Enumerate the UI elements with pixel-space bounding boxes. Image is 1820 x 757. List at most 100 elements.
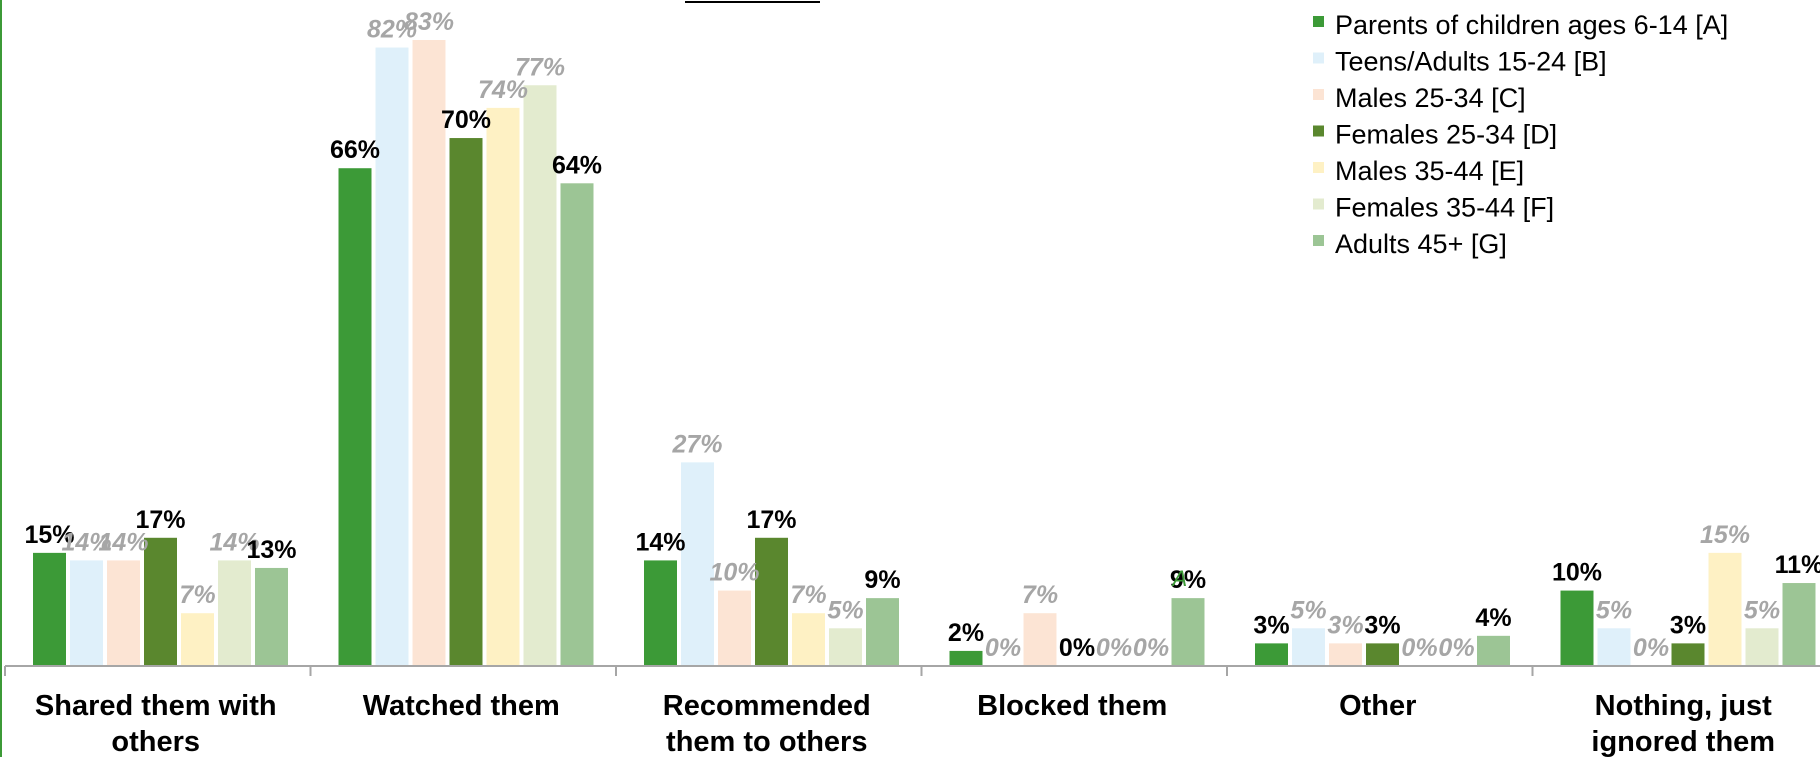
- legend-label-2: Teens/Adults 15-24 [B]: [1335, 47, 1607, 77]
- bar-series-3-cat-5: [1329, 643, 1362, 666]
- value-label-series-1-cat-5: 3%: [1253, 611, 1289, 639]
- bar-series-1-cat-2: [338, 168, 372, 667]
- bar-series-2-cat-3: [681, 462, 714, 666]
- value-label-series-4-cat-5: 3%: [1364, 611, 1400, 639]
- legend-swatch-3: [1313, 89, 1324, 100]
- value-label-series-1-cat-4: 2%: [948, 619, 984, 647]
- bar-series-6-cat-1: [218, 560, 251, 666]
- category-label-6-line-2: ignored them: [1591, 726, 1775, 757]
- legend-swatch-7: [1313, 235, 1324, 246]
- value-label-series-5-cat-2: 74%: [478, 76, 528, 104]
- value-label-series-6-cat-4: 0%: [1133, 634, 1169, 662]
- value-label-series-7-cat-6: 11%: [1775, 551, 1820, 579]
- category-label-1-line-1: Shared them with: [35, 690, 277, 722]
- bar-series-2-cat-5: [1292, 628, 1325, 666]
- bar-series-1-cat-6: [1560, 590, 1594, 666]
- bar-series-7-cat-3: [866, 598, 899, 666]
- category-label-3-line-2: them to others: [666, 726, 867, 757]
- bar-series-3-cat-1: [107, 560, 140, 666]
- value-label-series-5-cat-6: 15%: [1700, 521, 1750, 549]
- value-label-series-2-cat-3: 27%: [671, 430, 722, 458]
- legend-label-5: Males 35-44 [E]: [1335, 156, 1524, 186]
- bar-series-5-cat-6: [1708, 552, 1742, 666]
- legend-label-6: Females 35-44 [F]: [1335, 193, 1554, 223]
- category-label-2-line-1: Watched them: [363, 690, 560, 722]
- value-label-series-4-cat-6: 3%: [1670, 611, 1706, 639]
- value-label-series-5-cat-3: 7%: [790, 581, 826, 609]
- value-label-series-7-cat-1: 13%: [246, 536, 296, 564]
- bar-series-1-cat-5: [1255, 643, 1288, 666]
- value-label-series-7-cat-4: 9%: [1170, 566, 1206, 594]
- legend-swatch-4: [1313, 125, 1324, 137]
- value-label-series-1-cat-6: 10%: [1552, 559, 1602, 587]
- bar-series-4-cat-1: [144, 537, 177, 666]
- bar-series-2-cat-2: [375, 47, 409, 666]
- bar-series-6-cat-3: [829, 628, 862, 666]
- value-label-series-7-cat-5: 4%: [1475, 604, 1511, 632]
- value-label-series-4-cat-1: 17%: [135, 506, 185, 534]
- category-label-1-line-2: others: [111, 726, 200, 757]
- value-label-series-4-cat-3: 17%: [746, 506, 796, 534]
- bar-series-2-cat-1: [70, 560, 103, 666]
- value-label-series-2-cat-2: 82%: [367, 16, 417, 44]
- value-label-series-7-cat-3: 9%: [864, 566, 900, 594]
- bar-series-7-cat-1: [255, 567, 288, 666]
- bar-series-5-cat-1: [181, 613, 214, 666]
- value-label-series-5-cat-4: 0%: [1096, 634, 1132, 662]
- legend-swatch-1: [1313, 16, 1324, 27]
- value-label-series-1-cat-2: 66%: [330, 136, 380, 164]
- value-label-series-6-cat-5: 0%: [1438, 634, 1474, 662]
- value-label-series-2-cat-4: 0%: [985, 634, 1021, 662]
- bar-series-7-cat-5: [1477, 635, 1510, 666]
- legend-swatch-5: [1313, 162, 1324, 173]
- bar-series-6-cat-6: [1745, 628, 1779, 666]
- value-label-series-4-cat-2: 70%: [441, 106, 491, 134]
- significance-mark-1: A: [1171, 566, 1188, 591]
- legend-swatch-2: [1313, 52, 1324, 64]
- legend-label-4: Females 25-34 [D]: [1335, 120, 1557, 150]
- bar-series-7-cat-6: [1782, 583, 1816, 666]
- bar-series-6-cat-2: [523, 85, 557, 667]
- bar-series-4-cat-5: [1366, 643, 1399, 666]
- value-label-series-6-cat-3: 5%: [827, 596, 863, 624]
- bar-series-3-cat-4: [1023, 613, 1057, 666]
- category-label-6-line-1: Nothing, just: [1595, 690, 1773, 722]
- legend: Parents of children ages 6-14 [A] Teens/A…: [1313, 10, 1728, 259]
- bar-series-5-cat-3: [792, 613, 825, 666]
- value-label-series-3-cat-1: 14%: [98, 528, 148, 556]
- value-label-series-3-cat-3: 10%: [709, 559, 759, 587]
- bars-layer: [33, 40, 1816, 667]
- value-label-series-6-cat-2: 77%: [515, 53, 565, 81]
- value-label-series-3-cat-6: 0%: [1633, 634, 1669, 662]
- category-label-4-line-1: Blocked them: [977, 690, 1167, 722]
- legend-label-7: Adults 45+ [G]: [1335, 229, 1507, 259]
- value-label-series-1-cat-1: 15%: [24, 521, 74, 549]
- x-axis: Shared them with others Watched them Recomm…: [4, 665, 1820, 757]
- value-label-series-7-cat-2: 64%: [552, 151, 602, 179]
- bar-series-1-cat-4: [949, 650, 983, 666]
- bar-series-4-cat-6: [1671, 643, 1705, 666]
- value-label-series-2-cat-5: 5%: [1290, 596, 1326, 624]
- legend-swatch-6: [1313, 198, 1324, 210]
- value-label-series-1-cat-3: 14%: [635, 528, 685, 556]
- bar-series-2-cat-6: [1597, 628, 1631, 666]
- bar-series-7-cat-4: [1171, 598, 1205, 666]
- value-label-series-3-cat-5: 3%: [1327, 611, 1363, 639]
- bar-series-3-cat-3: [718, 590, 751, 666]
- value-label-series-3-cat-2: 83%: [404, 8, 454, 36]
- bar-series-1-cat-1: [33, 552, 66, 666]
- legend-label-1: Parents of children ages 6-14 [A]: [1335, 10, 1728, 40]
- value-label-series-2-cat-1: 14%: [61, 528, 111, 556]
- value-label-series-5-cat-5: 0%: [1401, 634, 1437, 662]
- bar-series-3-cat-2: [412, 40, 446, 666]
- category-label-5-line-1: Other: [1339, 690, 1416, 722]
- bar-series-4-cat-2: [449, 138, 483, 666]
- value-label-series-6-cat-1: 14%: [209, 528, 259, 556]
- value-label-series-3-cat-4: 7%: [1022, 581, 1058, 609]
- value-label-series-2-cat-6: 5%: [1596, 596, 1632, 624]
- category-label-3-line-1: Recommended: [663, 690, 871, 722]
- bar-series-7-cat-2: [560, 183, 594, 666]
- value-label-series-4-cat-4: 0%: [1059, 634, 1095, 662]
